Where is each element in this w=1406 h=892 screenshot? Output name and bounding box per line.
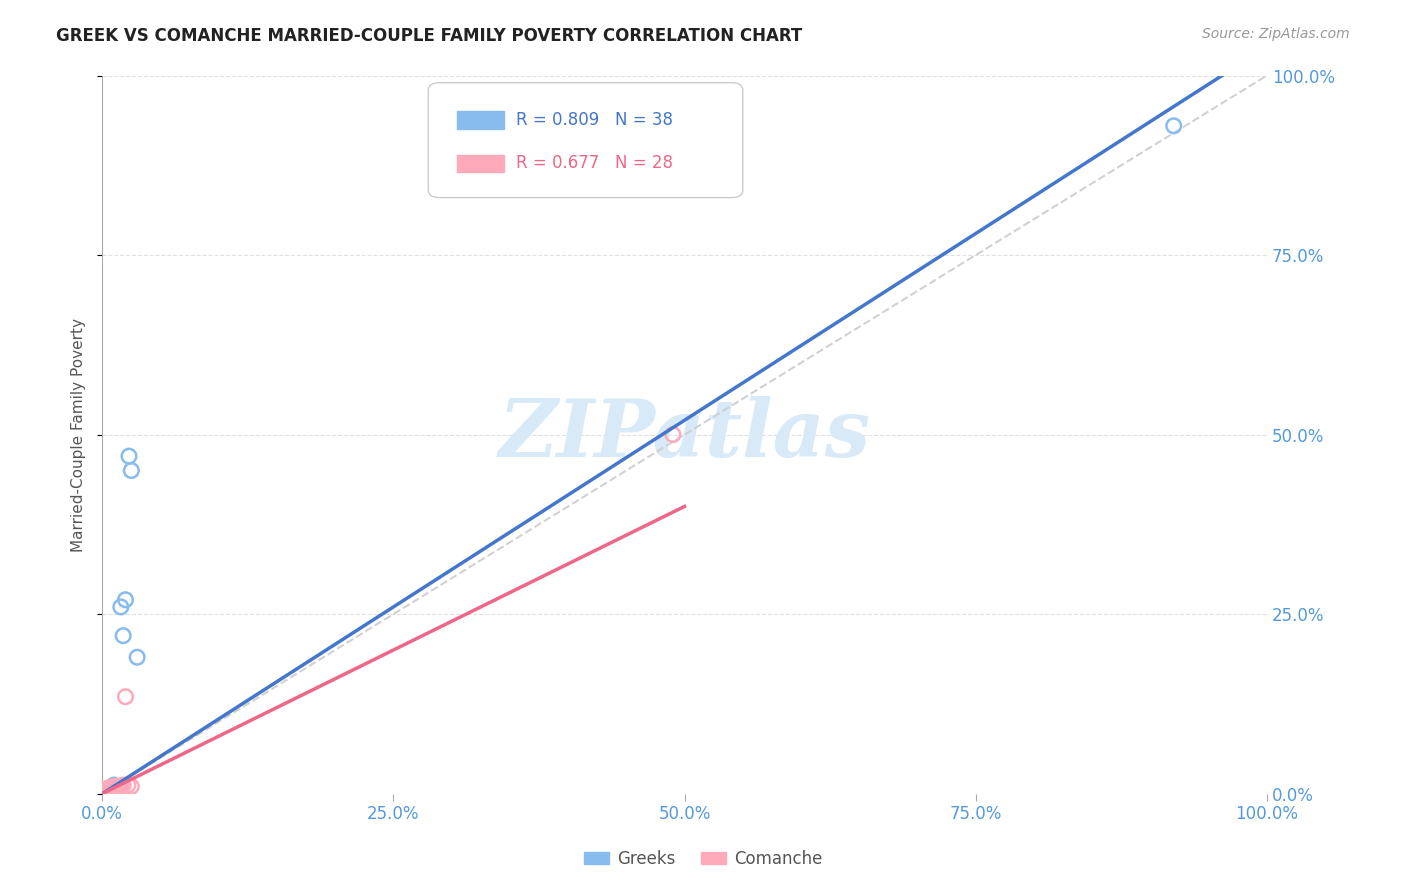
Point: [94, 784, 117, 798]
Point: [94, 782, 117, 797]
Text: R = 0.677   N = 28: R = 0.677 N = 28: [516, 154, 672, 172]
Point: [104, 780, 127, 795]
Point: [97, 782, 120, 797]
Point: [98, 780, 121, 795]
Point: [94, 783, 117, 797]
Point: [98, 780, 121, 795]
Point: [93, 784, 115, 798]
Point: [100, 780, 122, 795]
Point: [93, 784, 115, 798]
Point: [93, 783, 115, 797]
Point: [93, 784, 115, 798]
Bar: [457, 112, 503, 129]
Point: [112, 778, 135, 792]
Point: [105, 780, 128, 795]
Point: [93, 784, 115, 798]
Point: [93, 784, 115, 798]
Point: [105, 780, 128, 794]
Point: [110, 599, 132, 614]
Point: [94, 783, 117, 797]
Text: R = 0.809   N = 38: R = 0.809 N = 38: [516, 111, 672, 129]
Point: [127, 650, 149, 665]
Point: [101, 780, 124, 795]
Bar: [457, 154, 503, 172]
Point: [98, 780, 121, 795]
Text: GREEK VS COMANCHE MARRIED-COUPLE FAMILY POVERTY CORRELATION CHART: GREEK VS COMANCHE MARRIED-COUPLE FAMILY …: [56, 27, 803, 45]
Point: [100, 781, 122, 796]
Point: [98, 781, 121, 796]
Point: [114, 592, 136, 607]
Point: [100, 780, 122, 795]
Point: [101, 780, 124, 795]
Point: [105, 780, 128, 794]
Point: [98, 780, 121, 795]
Point: [96, 782, 118, 797]
Point: [112, 629, 135, 643]
Point: [103, 778, 125, 792]
Point: [97, 781, 120, 796]
Point: [93, 785, 115, 799]
Point: [97, 781, 120, 796]
Point: [93, 782, 115, 797]
Point: [114, 690, 136, 704]
Point: [94, 783, 117, 797]
Point: [98, 781, 121, 796]
Point: [117, 778, 139, 792]
Point: [94, 784, 117, 798]
FancyBboxPatch shape: [429, 83, 742, 198]
Point: [107, 780, 129, 795]
Point: [98, 782, 121, 797]
Point: [93, 784, 115, 798]
Text: ZIPatlas: ZIPatlas: [499, 396, 870, 474]
Point: [103, 780, 125, 794]
Text: Source: ZipAtlas.com: Source: ZipAtlas.com: [1202, 27, 1350, 41]
Point: [108, 780, 131, 794]
Point: [104, 780, 127, 794]
Point: [662, 427, 685, 442]
Point: [120, 780, 142, 794]
Point: [118, 449, 141, 463]
Point: [93, 784, 115, 798]
Point: [111, 779, 134, 793]
Point: [96, 782, 118, 797]
Point: [96, 783, 118, 797]
Point: [98, 783, 121, 797]
Point: [96, 783, 118, 797]
Point: [96, 784, 118, 798]
Point: [97, 782, 120, 797]
Point: [120, 463, 142, 477]
Y-axis label: Married-Couple Family Poverty: Married-Couple Family Poverty: [72, 318, 86, 551]
Point: [93, 785, 115, 799]
Point: [97, 783, 120, 797]
Point: [94, 784, 117, 798]
Point: [105, 780, 128, 795]
Point: [98, 782, 121, 797]
Point: [103, 780, 125, 794]
Legend: Greeks, Comanche: Greeks, Comanche: [576, 844, 830, 875]
Point: [1163, 119, 1185, 133]
